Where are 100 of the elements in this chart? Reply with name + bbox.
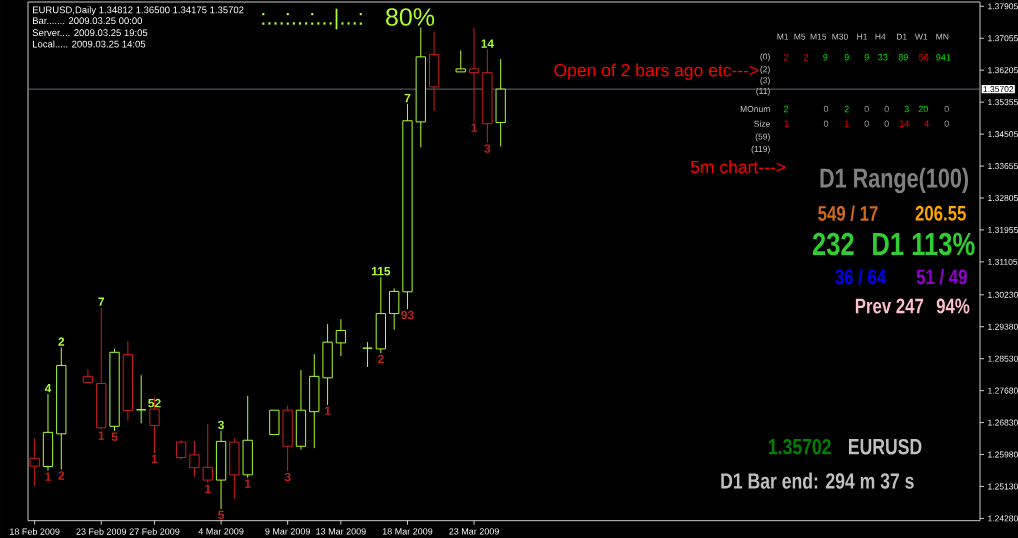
annotation: 3: [284, 472, 291, 482]
annotation: MOnum: [740, 105, 770, 112]
x-tick-label: 27 Feb 2009: [129, 528, 180, 535]
annotation: 93: [401, 310, 414, 320]
annotation: 2: [58, 337, 65, 346]
candlestick: [149, 396, 160, 454]
annotation: 115: [371, 267, 391, 276]
y-tick-label: 1.32805: [988, 194, 1018, 201]
annotation: 0: [944, 105, 949, 113]
annotation: 1: [151, 454, 158, 463]
candlestick: [455, 49, 466, 73]
annotation: (119): [751, 145, 770, 154]
annotation: 4: [924, 120, 929, 127]
annotation: EURUSD: [849, 438, 922, 455]
annotation: W1: [914, 33, 928, 40]
annotation: 3: [218, 420, 224, 430]
y-tick-label: 1.34505: [988, 131, 1018, 138]
annotation: Open of 2 bars ago etc--->: [554, 63, 759, 80]
y-tick-label: 1.31955: [988, 226, 1018, 233]
x-tick-label: 13 Mar 2009: [316, 528, 366, 535]
annotation: 9: [864, 54, 869, 61]
annotation: 1: [784, 120, 789, 127]
y-tick-label: 1.25130: [988, 483, 1018, 490]
annotation: D1 Bar end: 294 m 37 s: [721, 472, 914, 489]
annotation: 941: [936, 54, 951, 61]
annotation: 549 / 17: [818, 205, 878, 222]
chart-title: EURUSD,Daily 1.34812 1.36500 1.34175 1.35702: [32, 6, 244, 16]
annotation: Server.... 2009.03.25 19:05: [32, 29, 148, 37]
y-tick-label: 1.35355: [988, 99, 1018, 106]
x-tick-label: 9 Mar 2009: [265, 528, 310, 535]
annotation: (3): [760, 77, 770, 85]
y-tick-label: 1.36205: [988, 67, 1018, 74]
annotation: Size: [754, 120, 770, 127]
annotation: 9: [844, 54, 849, 61]
annotation: Prev 247: [855, 298, 924, 314]
annotation: 9: [823, 54, 828, 61]
annotation: (0): [760, 53, 770, 62]
candlestick: [82, 368, 94, 384]
annotation: M30: [832, 33, 848, 40]
annotation: 1.35702: [769, 438, 831, 455]
annotation: 206.55: [915, 205, 966, 221]
candlestick: [468, 27, 480, 123]
annotation: Local..... 2009.03.25 14:05: [32, 40, 146, 48]
annotation: 14: [481, 39, 494, 48]
annotation: 5m chart--->: [690, 160, 786, 174]
annotation: 5: [218, 510, 225, 520]
x-tick-label: 18 Feb 2009: [10, 528, 60, 535]
annotation: Bar....... 2009.03.25 00:00: [32, 17, 143, 25]
annotation: 0: [864, 105, 869, 113]
candlestick: [389, 287, 400, 331]
annotation: 7: [98, 297, 105, 306]
y-tick-label: 1.25980: [988, 451, 1018, 458]
annotation: 1: [245, 479, 251, 488]
candlestick: [189, 440, 200, 478]
annotation: 7: [404, 93, 411, 103]
annotation: MN: [936, 33, 949, 40]
annotation: 56: [919, 54, 929, 61]
annotation: 2: [803, 54, 809, 61]
annotation: D1 113%: [873, 232, 975, 256]
annotation: 1: [325, 406, 331, 415]
annotation: 1: [844, 120, 849, 127]
annotation: 3: [484, 144, 491, 153]
annotation: 14: [899, 120, 910, 127]
annotation: (11): [756, 87, 770, 96]
y-tick-label: 1.37905: [988, 3, 1018, 10]
y-tick-label: 1.31105: [988, 258, 1018, 265]
annotation: 0: [944, 120, 949, 127]
annotation: M1: [777, 33, 789, 40]
annotation: (2): [760, 66, 770, 74]
annotation: :...:...:...|...:: [262, 8, 362, 30]
annotation: 80%: [386, 8, 435, 26]
annotation: 1: [45, 472, 51, 481]
y-tick-label: 1.27680: [988, 387, 1018, 394]
annotation: 1: [98, 431, 105, 440]
annotation: 20: [918, 105, 928, 113]
y-tick-label: 1.26830: [988, 419, 1018, 426]
annotation: 89: [898, 54, 908, 61]
annotation: 51 / 49: [916, 268, 967, 285]
annotation: 0: [823, 120, 829, 127]
annotation: H1: [857, 33, 868, 40]
annotation: 94%: [936, 298, 970, 314]
y-tick-label: 1.33655: [988, 163, 1018, 170]
annotation: 2: [783, 105, 789, 113]
x-tick-label: 23 Mar 2009: [449, 528, 499, 535]
y-tick-label: 1.29380: [988, 323, 1018, 330]
annotation: 2: [783, 54, 789, 61]
x-tick-label: 18 Mar 2009: [382, 528, 433, 535]
y-tick-label: 1.30230: [988, 291, 1018, 298]
annotation: 2: [844, 105, 849, 113]
y-tick-label: 1.37055: [988, 35, 1018, 42]
annotation: 5: [111, 432, 118, 441]
annotation: 2: [377, 354, 384, 364]
annotation: 3: [904, 105, 909, 113]
annotation: M15: [810, 33, 827, 40]
candlestick: [175, 439, 187, 461]
annotation: 0: [823, 105, 829, 113]
candlestick: [136, 374, 147, 424]
annotation: (59): [755, 133, 770, 142]
annotation: H4: [875, 33, 886, 40]
annotation: 0: [864, 120, 869, 127]
